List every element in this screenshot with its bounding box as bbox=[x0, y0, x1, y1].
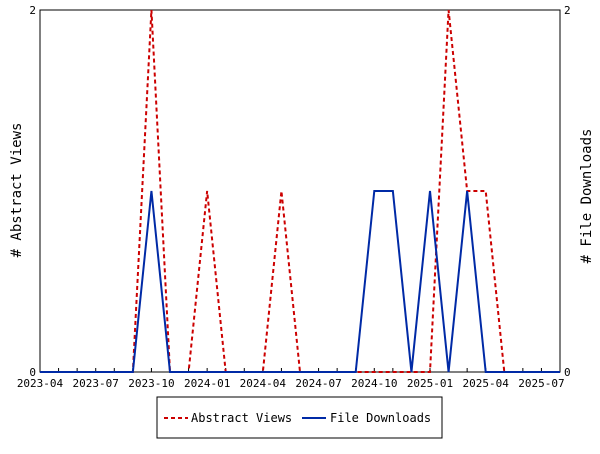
data-point-file-downloads bbox=[225, 371, 227, 373]
data-point-abstract-views bbox=[151, 9, 153, 11]
data-point-abstract-views bbox=[429, 371, 431, 373]
data-point-file-downloads bbox=[262, 371, 264, 373]
x-tick-label: 2025-07 bbox=[518, 377, 564, 390]
data-point-file-downloads bbox=[113, 371, 115, 373]
data-point-file-downloads bbox=[169, 371, 171, 373]
x-tick-label: 2025-04 bbox=[463, 377, 510, 390]
x-tick-label: 2023-04 bbox=[17, 377, 64, 390]
data-point-file-downloads bbox=[466, 190, 468, 192]
data-point-file-downloads bbox=[336, 371, 338, 373]
data-point-file-downloads bbox=[503, 371, 505, 373]
data-point-file-downloads bbox=[151, 190, 153, 192]
x-tick-label: 2023-10 bbox=[128, 377, 174, 390]
y-tick-label: 0 bbox=[29, 366, 36, 379]
data-point-file-downloads bbox=[76, 371, 78, 373]
x-tick-label: 2024-10 bbox=[351, 377, 397, 390]
data-point-file-downloads bbox=[95, 371, 97, 373]
data-point-abstract-views bbox=[448, 9, 450, 11]
legend: Abstract Views File Downloads bbox=[156, 396, 443, 439]
legend-box bbox=[156, 396, 443, 439]
y2-tick-label: 2 bbox=[564, 4, 571, 17]
x-tick-label: 2025-01 bbox=[407, 377, 453, 390]
x-tick-label: 2024-01 bbox=[184, 377, 230, 390]
x-tick-label: 2024-04 bbox=[240, 377, 287, 390]
y2-axis-title: # File Downloads bbox=[579, 129, 595, 264]
data-point-file-downloads bbox=[243, 371, 245, 373]
data-point-file-downloads bbox=[206, 371, 208, 373]
x-tick-label: 2023-07 bbox=[73, 377, 119, 390]
y-tick-label: 2 bbox=[29, 4, 36, 17]
data-point-abstract-views bbox=[206, 190, 208, 192]
data-point-file-downloads bbox=[318, 371, 320, 373]
data-point-abstract-views bbox=[281, 190, 283, 192]
legend-label-file-downloads: File Downloads bbox=[330, 411, 431, 425]
series-line-file-downloads bbox=[40, 190, 560, 373]
data-point-file-downloads bbox=[448, 371, 450, 373]
data-point-file-downloads bbox=[392, 190, 394, 192]
data-point-file-downloads bbox=[541, 371, 543, 373]
data-point-file-downloads bbox=[58, 371, 60, 373]
data-point-file-downloads bbox=[39, 371, 41, 373]
data-point-file-downloads bbox=[281, 371, 283, 373]
data-point-file-downloads bbox=[411, 371, 413, 373]
data-point-abstract-views bbox=[392, 371, 394, 373]
y2-tick-label: 0 bbox=[564, 366, 571, 379]
data-point-file-downloads bbox=[355, 371, 357, 373]
data-point-abstract-views bbox=[373, 371, 375, 373]
data-point-file-downloads bbox=[373, 190, 375, 192]
data-point-abstract-views bbox=[485, 190, 487, 192]
data-point-file-downloads bbox=[132, 371, 134, 373]
y-axis-title: # Abstract Views bbox=[9, 123, 25, 258]
data-point-file-downloads bbox=[188, 371, 190, 373]
data-point-file-downloads bbox=[299, 371, 301, 373]
data-point-file-downloads bbox=[559, 371, 561, 373]
x-tick-label: 2024-07 bbox=[295, 377, 341, 390]
data-point-file-downloads bbox=[485, 371, 487, 373]
data-point-file-downloads bbox=[522, 371, 524, 373]
series-line-abstract-views bbox=[40, 9, 560, 373]
data-point-file-downloads bbox=[429, 190, 431, 192]
legend-label-abstract-views: Abstract Views bbox=[191, 411, 292, 425]
